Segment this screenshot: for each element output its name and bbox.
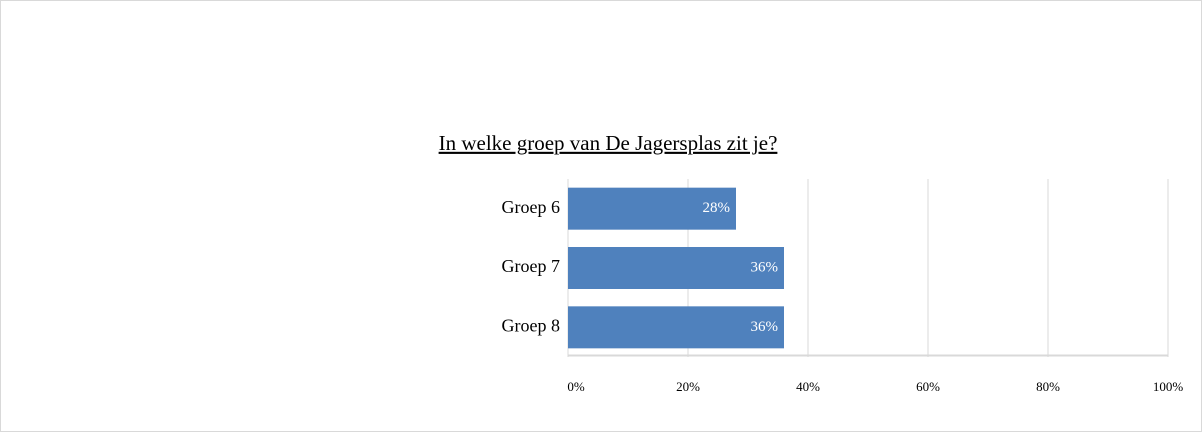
y-tick-label: Groep 6 <box>502 197 560 217</box>
x-tick-label: 100% <box>1153 379 1184 394</box>
data-label: 28% <box>703 200 731 216</box>
x-tick-label: 40% <box>796 379 820 394</box>
x-tick-label: 20% <box>676 379 700 394</box>
x-tick-label: 0% <box>567 379 585 394</box>
bar <box>568 187 736 230</box>
chart-title: In welke groep van De Jagersplas zit je? <box>439 131 778 155</box>
x-tick-label: 80% <box>1036 379 1060 394</box>
bar <box>568 306 784 349</box>
y-tick-label: Groep 8 <box>502 315 560 335</box>
data-label: 36% <box>751 259 779 275</box>
data-label: 36% <box>751 319 779 335</box>
y-tick-label: Groep 7 <box>502 256 560 276</box>
x-tick-label: 60% <box>916 379 940 394</box>
bar <box>568 247 784 289</box>
